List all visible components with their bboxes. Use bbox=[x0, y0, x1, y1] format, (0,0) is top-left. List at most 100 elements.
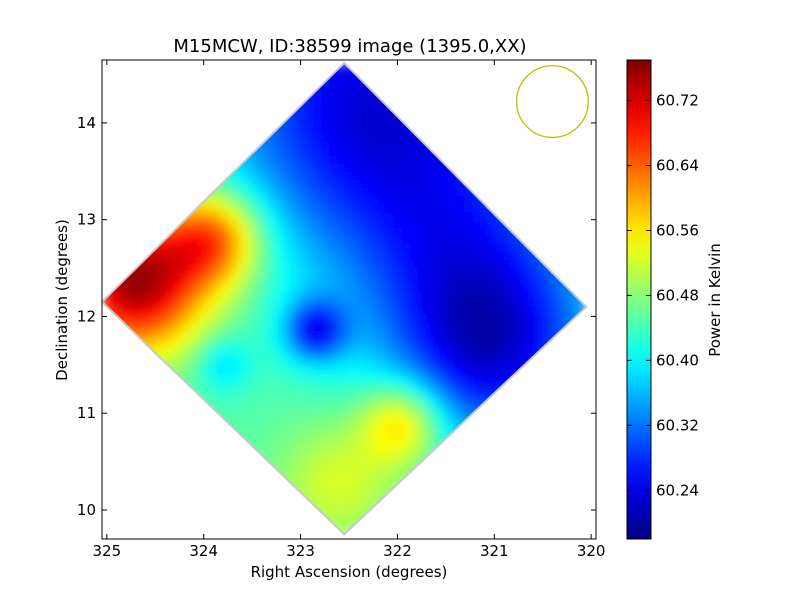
heatmap-cell bbox=[352, 243, 362, 253]
heatmap-cell bbox=[198, 235, 208, 245]
heatmap-cell bbox=[392, 447, 402, 457]
heatmap-cell bbox=[392, 377, 402, 386]
heatmap-cell bbox=[255, 172, 265, 182]
heatmap-cell bbox=[263, 188, 273, 198]
x-tick-label: 324 bbox=[189, 542, 218, 560]
heatmap-cell bbox=[473, 306, 483, 316]
colorbar-tick-label: 60.56 bbox=[656, 221, 699, 239]
heatmap-cell bbox=[368, 204, 378, 213]
heatmap-cell bbox=[344, 416, 354, 425]
heatmap-cell bbox=[336, 78, 345, 88]
heatmap-cell bbox=[352, 133, 362, 143]
heatmap-cell bbox=[360, 86, 370, 96]
heatmap-cell bbox=[328, 455, 337, 465]
heatmap-cell bbox=[368, 353, 378, 363]
heatmap-cell bbox=[231, 353, 241, 363]
heatmap-cell bbox=[408, 353, 418, 363]
heatmap-cell bbox=[352, 471, 362, 480]
heatmap-cell bbox=[142, 337, 152, 347]
heatmap-cell bbox=[319, 267, 329, 276]
heatmap-cell bbox=[295, 267, 305, 276]
heatmap-cell bbox=[319, 322, 329, 331]
heatmap-cell bbox=[441, 227, 450, 237]
heatmap-cell bbox=[231, 196, 241, 206]
heatmap-cell bbox=[489, 290, 499, 300]
heatmap-cell bbox=[360, 141, 370, 151]
heatmap-cell bbox=[344, 439, 354, 449]
heatmap-cell bbox=[190, 369, 200, 378]
heatmap-cell bbox=[360, 117, 370, 127]
heatmap-cell bbox=[513, 259, 523, 268]
heatmap-cell bbox=[231, 274, 241, 284]
heatmap-cell bbox=[263, 235, 273, 245]
heatmap-cell bbox=[449, 267, 458, 276]
heatmap-cell bbox=[384, 298, 394, 308]
heatmap-cell bbox=[449, 392, 458, 402]
heatmap-cell bbox=[537, 267, 547, 276]
heatmap-cell bbox=[368, 259, 378, 268]
heatmap-cell bbox=[319, 353, 329, 363]
heatmap-cell bbox=[295, 298, 305, 308]
heatmap-cell bbox=[465, 243, 475, 253]
heatmap-cell bbox=[449, 243, 458, 253]
heatmap-cell bbox=[110, 290, 119, 300]
heatmap-cell bbox=[497, 345, 507, 355]
heatmap-cell bbox=[255, 345, 265, 355]
heatmap-cell bbox=[263, 432, 273, 441]
heatmap-cell bbox=[223, 408, 232, 418]
heatmap-cell bbox=[408, 227, 418, 237]
heatmap-cell bbox=[384, 274, 394, 284]
heatmap-cell bbox=[441, 408, 450, 418]
heatmap-cell bbox=[537, 322, 547, 331]
heatmap-cell bbox=[368, 471, 378, 480]
heatmap-cell bbox=[392, 337, 402, 347]
heatmap-cell bbox=[319, 133, 329, 143]
heatmap-cell bbox=[287, 141, 297, 151]
heatmap-cell bbox=[190, 243, 200, 253]
heatmap-cell bbox=[158, 329, 168, 339]
heatmap-cell bbox=[352, 172, 362, 182]
heatmap-cell bbox=[449, 274, 458, 284]
heatmap-cell bbox=[465, 392, 475, 402]
heatmap-cell bbox=[457, 180, 467, 190]
heatmap-cell bbox=[449, 212, 458, 221]
heatmap-cell bbox=[424, 188, 434, 198]
heatmap-cell bbox=[376, 463, 386, 473]
heatmap-cell bbox=[255, 322, 265, 331]
heatmap-cell bbox=[239, 392, 249, 402]
heatmap-cell bbox=[311, 479, 321, 488]
heatmap-cell bbox=[287, 369, 297, 378]
heatmap-cell bbox=[336, 471, 345, 480]
heatmap-cell bbox=[473, 361, 483, 371]
heatmap-cell bbox=[352, 432, 362, 441]
heatmap-cell bbox=[392, 416, 402, 425]
heatmap-cell bbox=[505, 290, 515, 300]
heatmap-cell bbox=[497, 235, 507, 245]
heatmap-cell bbox=[206, 353, 216, 363]
heatmap-cell bbox=[311, 314, 321, 323]
heatmap-cell bbox=[255, 298, 265, 308]
heatmap-cell bbox=[465, 290, 475, 300]
heatmap-cell bbox=[215, 306, 224, 316]
heatmap-cell bbox=[432, 361, 442, 371]
heatmap-cell bbox=[368, 290, 378, 300]
heatmap-cell bbox=[198, 298, 208, 308]
heatmap-cell bbox=[400, 267, 410, 276]
heatmap-cell bbox=[263, 267, 273, 276]
heatmap-cell bbox=[376, 282, 386, 292]
heatmap-cell bbox=[344, 78, 354, 88]
heatmap-cell bbox=[376, 149, 386, 158]
heatmap-cell bbox=[392, 392, 402, 402]
heatmap-cell bbox=[198, 377, 208, 386]
heatmap-cell bbox=[319, 157, 329, 166]
heatmap-cell bbox=[166, 259, 176, 268]
heatmap-cell bbox=[271, 392, 281, 402]
heatmap-cell bbox=[271, 133, 281, 143]
heatmap-cell bbox=[223, 227, 232, 237]
heatmap-cell bbox=[352, 463, 362, 473]
heatmap-cell bbox=[400, 196, 410, 206]
y-tick-label: 12 bbox=[77, 307, 96, 325]
heatmap-cell bbox=[190, 329, 200, 339]
heatmap-cell bbox=[368, 322, 378, 331]
heatmap-cell bbox=[279, 188, 289, 198]
